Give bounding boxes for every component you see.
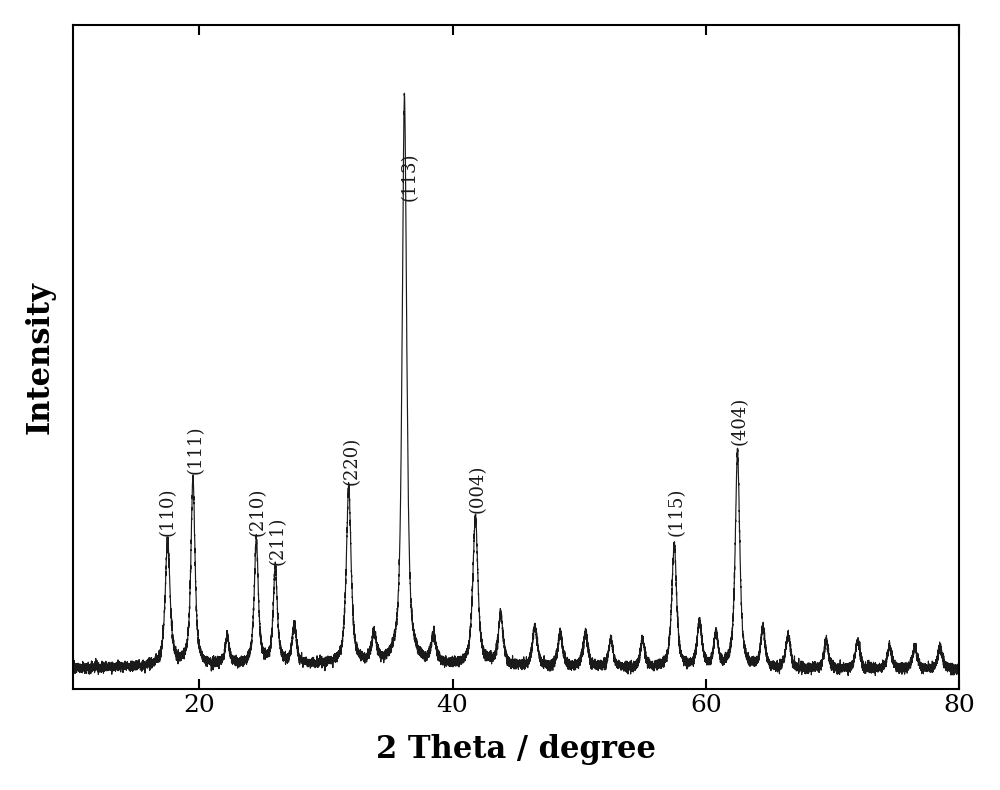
Text: (211): (211) [269,516,287,565]
Text: (004): (004) [469,465,487,514]
Text: (210): (210) [249,487,267,536]
Text: (113): (113) [401,152,419,201]
Text: (111): (111) [187,425,205,474]
Text: (404): (404) [731,397,749,446]
Y-axis label: Intensity: Intensity [25,280,56,434]
Text: (110): (110) [159,487,177,536]
Text: (220): (220) [342,437,360,485]
X-axis label: 2 Theta / degree: 2 Theta / degree [376,734,656,765]
Text: (115): (115) [668,487,686,536]
